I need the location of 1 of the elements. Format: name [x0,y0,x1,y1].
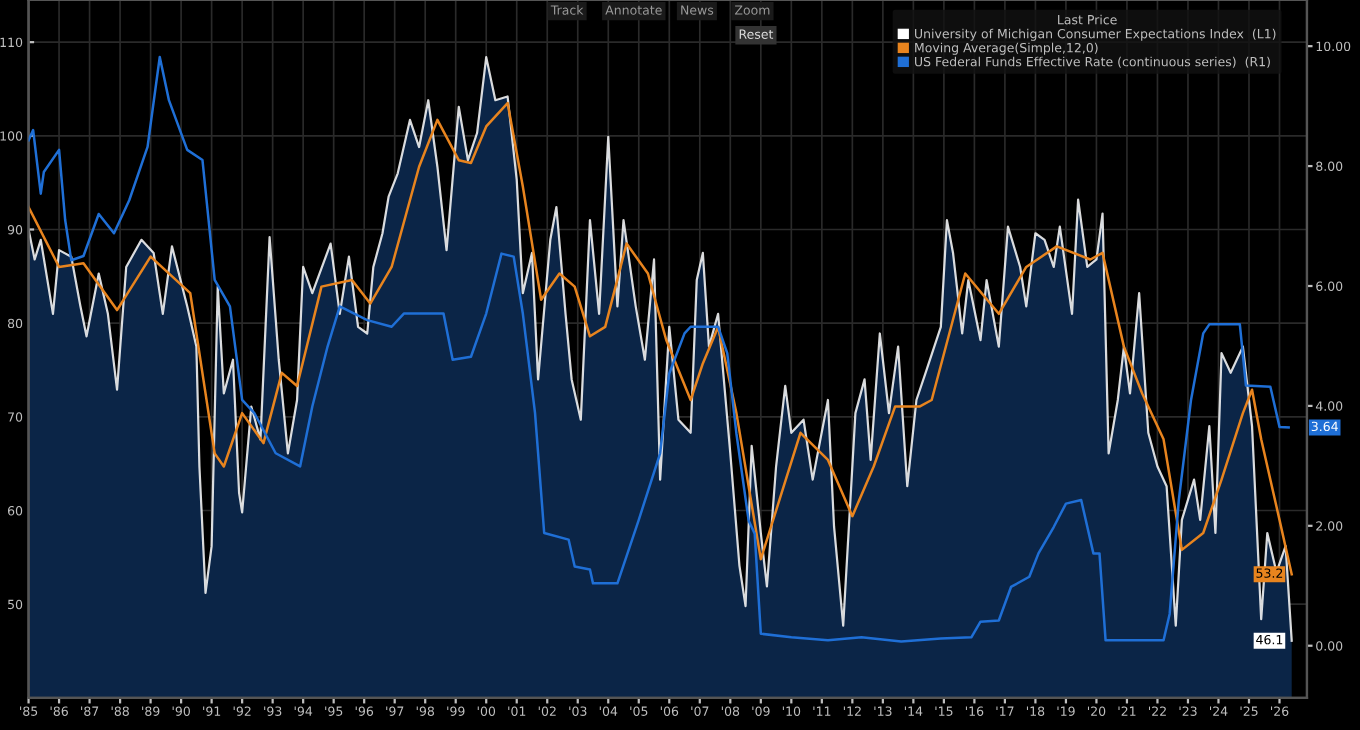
line-series [28,101,1293,576]
